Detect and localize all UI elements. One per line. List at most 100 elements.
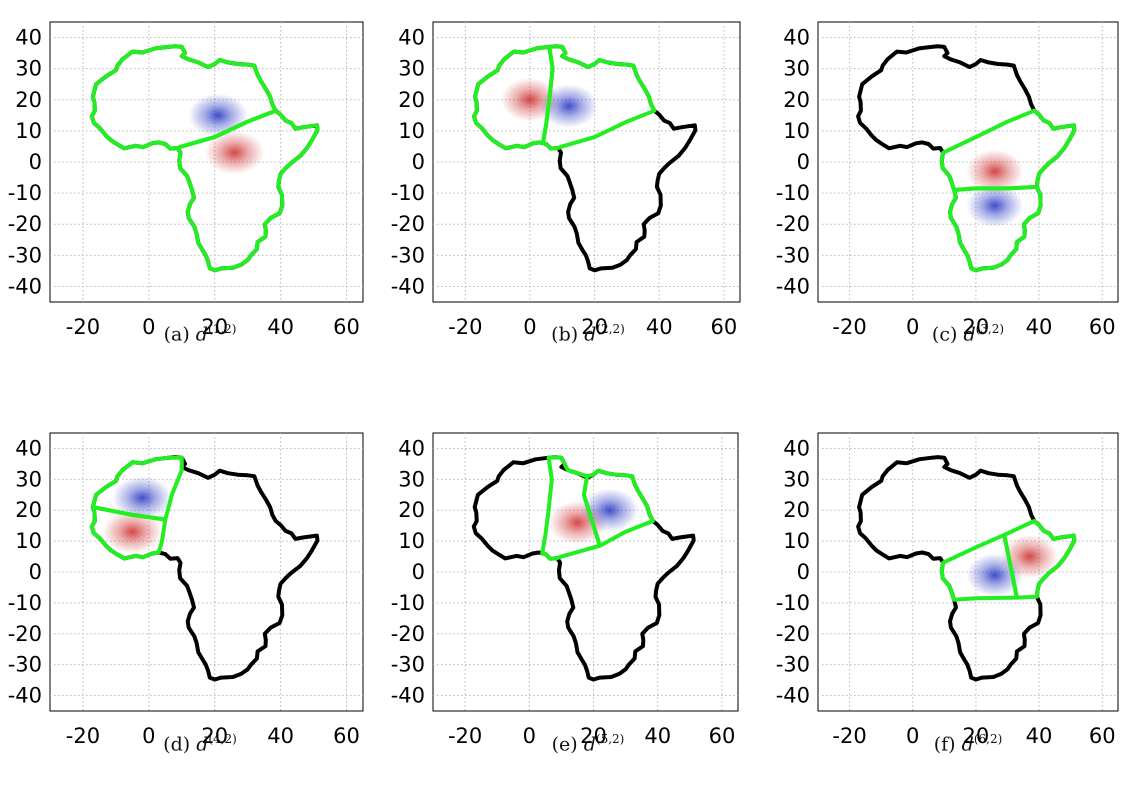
caption-symbol: d <box>584 323 597 346</box>
x-tick-label: 40 <box>644 724 671 748</box>
y-tick-label: -30 <box>776 243 810 267</box>
x-tick-label: 20 <box>201 315 228 339</box>
x-tick-label: 60 <box>333 724 360 748</box>
y-tick-label: 0 <box>797 560 810 584</box>
y-tick-label: -40 <box>391 684 425 708</box>
y-tick-label: -10 <box>391 591 425 615</box>
x-tick-label: 20 <box>580 724 607 748</box>
caption-superscript: (2,2) <box>596 322 625 336</box>
x-tick-label: 40 <box>267 724 294 748</box>
panel-caption: (c) d(3,2) <box>818 322 1118 345</box>
highlight-region-1 <box>89 44 278 151</box>
x-tick-label: 60 <box>709 724 736 748</box>
y-tick-label: 20 <box>15 88 42 112</box>
y-tick-label: 0 <box>29 150 42 174</box>
highlight-region-1 <box>939 108 1077 192</box>
blob-red <box>966 149 1024 194</box>
caption-label: (e) <box>551 733 584 756</box>
africa-outline <box>89 455 320 682</box>
y-tick-label: -40 <box>776 684 810 708</box>
x-tick-label: -20 <box>832 315 866 339</box>
y-tick-label: 40 <box>15 26 42 50</box>
y-tick-label: -10 <box>391 181 425 205</box>
x-tick-label: 60 <box>1089 724 1116 748</box>
highlight-region-1 <box>90 455 184 522</box>
highlight-region-2 <box>948 184 1043 273</box>
caption-symbol: d <box>961 733 974 756</box>
y-tick-label: 20 <box>783 498 810 522</box>
y-tick-label: 40 <box>783 26 810 50</box>
panel-f: -20 0 20 40 60 40 30 20 10 0 -10 -20 -30 -40 <box>776 432 1119 748</box>
y-tick-label: -30 <box>8 243 42 267</box>
y-tick-label: 0 <box>412 560 425 584</box>
y-tick-label: -10 <box>776 591 810 615</box>
y-tick-label: -10 <box>8 591 42 615</box>
blob-blue <box>188 93 248 138</box>
y-tick-label: -40 <box>8 684 42 708</box>
highlight-region-1 <box>939 532 1019 602</box>
y-tick-label: -20 <box>776 212 810 236</box>
y-tick-label: -20 <box>8 212 42 236</box>
y-tick-label: -10 <box>776 181 810 205</box>
y-tick-label: -20 <box>391 212 425 236</box>
x-tick-label: 20 <box>963 724 990 748</box>
caption-symbol: d <box>963 323 976 346</box>
y-tick-label: -40 <box>391 274 425 298</box>
y-tick-label: -40 <box>8 274 42 298</box>
y-tick-label: 30 <box>783 57 810 81</box>
y-tick-label: -30 <box>391 243 425 267</box>
y-tick-label: 30 <box>15 57 42 81</box>
panel-c: -20 0 20 40 60 40 30 20 10 0 -10 -20 -30 -40 <box>776 21 1119 339</box>
highlight-region-2 <box>540 44 657 151</box>
y-tick-label: 40 <box>783 436 810 460</box>
x-tick-label: 40 <box>267 315 294 339</box>
y-tick-label: 30 <box>398 57 425 81</box>
africa-outline <box>856 455 1077 682</box>
y-tick-label: 0 <box>412 150 425 174</box>
y-tick-label: 20 <box>15 498 42 522</box>
y-tick-label: 40 <box>398 436 425 460</box>
y-tick-label: 10 <box>398 119 425 143</box>
y-tick-label: 10 <box>783 529 810 553</box>
y-tick-label: -30 <box>391 653 425 677</box>
caption-label: (a) <box>163 323 196 346</box>
y-tick-label: 0 <box>29 560 42 584</box>
x-tick-label: 0 <box>523 724 536 748</box>
x-tick-label: 0 <box>142 724 155 748</box>
caption-label: (f) <box>933 733 962 756</box>
y-tick-label: 20 <box>398 498 425 522</box>
x-tick-label: 0 <box>523 315 536 339</box>
blob-red <box>204 130 265 175</box>
blob-red <box>102 510 163 554</box>
y-tick-label: 10 <box>15 119 42 143</box>
caption-label: (c) <box>931 323 964 346</box>
panel-caption: (e) d(5,2) <box>438 732 738 755</box>
x-tick-label: 60 <box>1089 315 1116 339</box>
x-tick-label: -20 <box>66 315 100 339</box>
y-tick-label: 30 <box>15 467 42 491</box>
blob-blue <box>539 84 598 128</box>
y-tick-label: 10 <box>783 119 810 143</box>
x-tick-label: 0 <box>906 315 919 339</box>
y-tick-label: 30 <box>398 467 425 491</box>
x-tick-label: 60 <box>710 315 737 339</box>
panel-d: -20 0 20 40 60 40 30 20 10 0 -10 -20 -30 -40 <box>8 432 364 748</box>
y-tick-label: -10 <box>8 181 42 205</box>
caption-label: (b) <box>551 323 585 346</box>
x-tick-label: 20 <box>963 315 990 339</box>
caption-superscript: (1,2) <box>207 322 237 336</box>
caption-label: (d) <box>163 733 197 756</box>
x-tick-label: -20 <box>448 724 482 748</box>
highlight-region-2 <box>175 108 320 273</box>
caption-superscript: (5,2) <box>595 732 625 746</box>
y-tick-label: 30 <box>783 467 810 491</box>
x-tick-label: 0 <box>906 724 919 748</box>
x-tick-label: -20 <box>832 724 866 748</box>
y-tick-label: 20 <box>398 88 425 112</box>
y-tick-label: 10 <box>15 529 42 553</box>
y-tick-label: 40 <box>398 26 425 50</box>
y-tick-label: 20 <box>783 88 810 112</box>
y-tick-label: -40 <box>776 274 810 298</box>
